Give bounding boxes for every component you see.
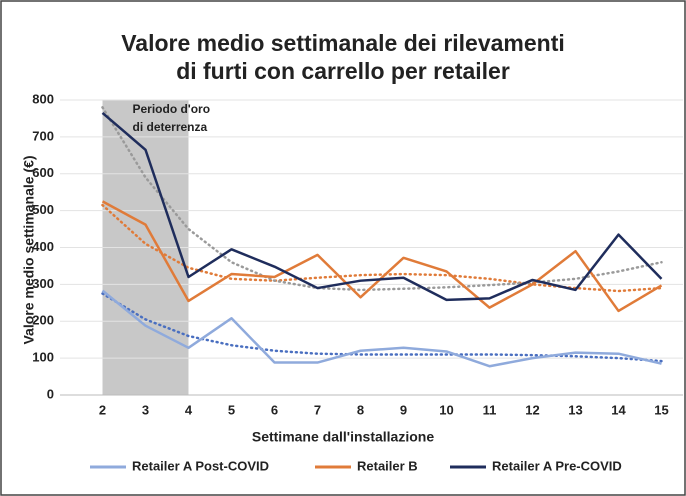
x-tick-label: 8	[357, 402, 364, 417]
x-tick-label: 9	[400, 402, 407, 417]
x-tick-label: 15	[654, 402, 668, 417]
y-tick-label: 800	[32, 91, 54, 106]
y-tick-label: 600	[32, 165, 54, 180]
y-axis-label: Valore medio settimanale (€)	[21, 155, 37, 344]
x-axis-label: Settimane dall'installazione	[252, 429, 434, 445]
trend-line	[101, 106, 663, 292]
y-tick-label: 300	[32, 276, 54, 291]
chart-title: di furti con carrello per retailer	[176, 58, 510, 84]
x-tick-label: 5	[228, 402, 235, 417]
y-tick-label: 700	[32, 128, 54, 143]
annotation-text: Periodo d'oro	[133, 102, 211, 116]
x-tick-label: 14	[611, 402, 626, 417]
series-line	[101, 289, 662, 368]
legend-label: Retailer A Pre-COVID	[492, 458, 622, 473]
y-tick-label: 0	[47, 386, 54, 401]
legend-label: Retailer B	[357, 458, 418, 473]
x-tick-label: 2	[99, 402, 106, 417]
y-tick-label: 500	[32, 202, 54, 217]
x-tick-label: 7	[314, 402, 321, 417]
x-tick-label: 4	[185, 402, 193, 417]
series-line	[101, 111, 663, 302]
series-line	[101, 200, 663, 313]
x-tick-label: 6	[271, 402, 278, 417]
x-tick-label: 10	[439, 402, 453, 417]
legend-label: Retailer A Post-COVID	[132, 458, 269, 473]
chart-title: Valore medio settimanale dei rilevamenti	[121, 30, 565, 56]
annotation-text: di deterrenza	[133, 120, 208, 134]
x-tick-label: 12	[525, 402, 539, 417]
trend-line	[101, 292, 663, 363]
y-tick-label: 100	[32, 350, 54, 365]
y-tick-label: 400	[32, 239, 54, 254]
x-tick-label: 13	[568, 402, 582, 417]
x-tick-label: 3	[142, 402, 149, 417]
y-tick-label: 200	[32, 313, 54, 328]
x-tick-label: 11	[483, 402, 497, 417]
